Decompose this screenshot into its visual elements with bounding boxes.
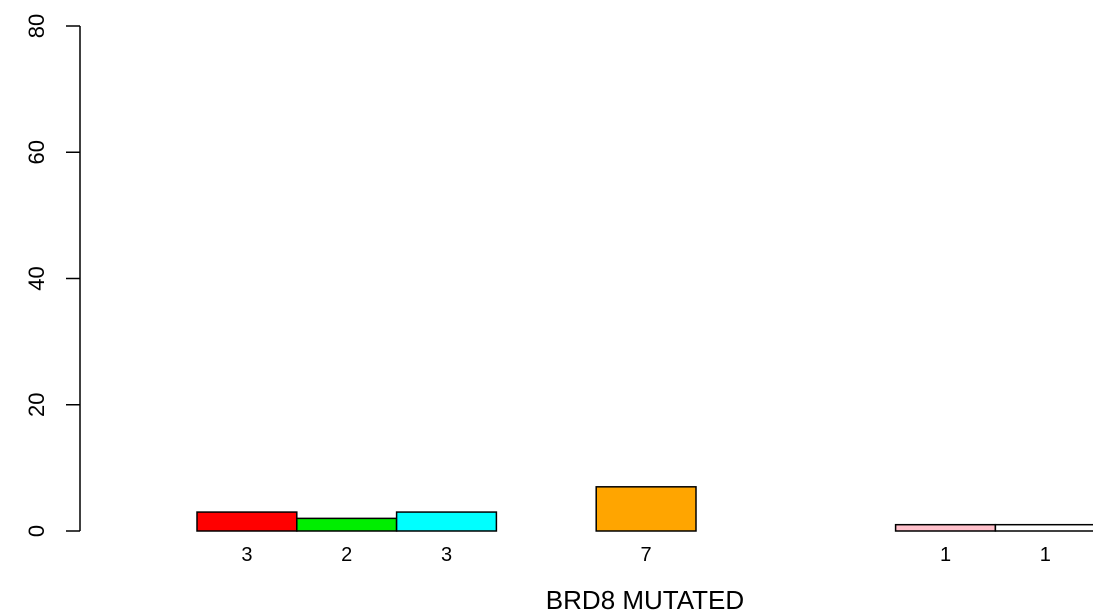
bar-value-label: 3 xyxy=(241,544,252,566)
y-tick-label: 20 xyxy=(24,393,49,417)
bar-value-label: 3 xyxy=(441,544,452,566)
y-tick-label: 40 xyxy=(24,266,49,290)
bar xyxy=(894,523,997,532)
bar-value-label: 1 xyxy=(1040,544,1051,566)
bar xyxy=(395,511,498,532)
y-axis: 0 20 40 60 80 xyxy=(24,14,81,537)
bar xyxy=(296,517,398,532)
y-tick-label: 80 xyxy=(24,14,49,38)
y-tick-label: 0 xyxy=(24,525,49,537)
bar-value-label: 7 xyxy=(641,544,652,566)
bar xyxy=(994,523,1093,532)
bars xyxy=(196,486,1093,532)
y-tick-label: 60 xyxy=(24,140,49,164)
bar-value-label: 1 xyxy=(940,544,951,566)
bar xyxy=(196,511,298,532)
bar xyxy=(595,486,697,532)
bar-value-label: 2 xyxy=(341,544,352,566)
x-axis-title: BRD8 MUTATED xyxy=(546,585,744,615)
